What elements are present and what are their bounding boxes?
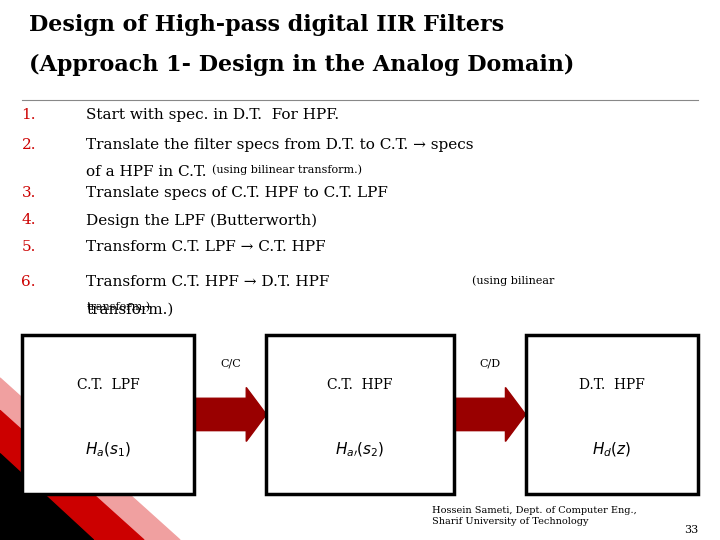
Text: C.T.  HPF: C.T. HPF <box>328 378 392 392</box>
Text: C/D: C/D <box>479 359 500 368</box>
Text: C.T.  LPF: C.T. LPF <box>76 378 140 392</box>
Text: 1.: 1. <box>22 108 36 122</box>
Text: D.T.  HPF: D.T. HPF <box>579 378 645 392</box>
Text: $H_a(s_1)$: $H_a(s_1)$ <box>85 440 131 459</box>
Text: $H_{a\prime}(s_2)$: $H_{a\prime}(s_2)$ <box>336 440 384 459</box>
Text: (using bilinear transform.): (using bilinear transform.) <box>212 165 362 176</box>
Text: transform.): transform.) <box>86 302 174 316</box>
Text: $H_d(z)$: $H_d(z)$ <box>593 440 631 459</box>
Text: 33: 33 <box>684 524 698 535</box>
Polygon shape <box>0 454 94 540</box>
Polygon shape <box>0 378 180 540</box>
Text: Start with spec. in D.T.  For HPF.: Start with spec. in D.T. For HPF. <box>86 108 340 122</box>
FancyBboxPatch shape <box>266 335 454 494</box>
Text: 5.: 5. <box>22 240 36 254</box>
Text: Design of High-pass digital IIR Filters: Design of High-pass digital IIR Filters <box>29 14 504 36</box>
FancyArrow shape <box>194 388 266 442</box>
Text: Transform C.T. LPF → C.T. HPF: Transform C.T. LPF → C.T. HPF <box>86 240 326 254</box>
Text: of a HPF in C.T.: of a HPF in C.T. <box>86 165 212 179</box>
Text: Design the LPF (Butterworth): Design the LPF (Butterworth) <box>86 213 318 228</box>
Polygon shape <box>0 410 144 540</box>
Text: Translate the filter specs from D.T. to C.T. → specs: Translate the filter specs from D.T. to … <box>86 138 474 152</box>
Text: 2.: 2. <box>22 138 36 152</box>
Text: (using bilinear: (using bilinear <box>472 275 554 286</box>
FancyArrow shape <box>454 388 526 442</box>
Text: Transform C.T. HPF → D.T. HPF: Transform C.T. HPF → D.T. HPF <box>86 275 335 289</box>
Text: 4.: 4. <box>22 213 36 227</box>
FancyBboxPatch shape <box>526 335 698 494</box>
Text: (Approach 1- Design in the Analog Domain): (Approach 1- Design in the Analog Domain… <box>29 54 574 76</box>
FancyBboxPatch shape <box>22 335 194 494</box>
Text: transform.): transform.) <box>86 302 150 313</box>
Text: Hossein Sameti, Dept. of Computer Eng.,
Sharif University of Technology: Hossein Sameti, Dept. of Computer Eng., … <box>432 505 636 526</box>
Text: Translate specs of C.T. HPF to C.T. LPF: Translate specs of C.T. HPF to C.T. LPF <box>86 186 388 200</box>
Text: C/C: C/C <box>220 359 240 368</box>
Text: 3.: 3. <box>22 186 36 200</box>
Text: 6.: 6. <box>22 275 36 289</box>
